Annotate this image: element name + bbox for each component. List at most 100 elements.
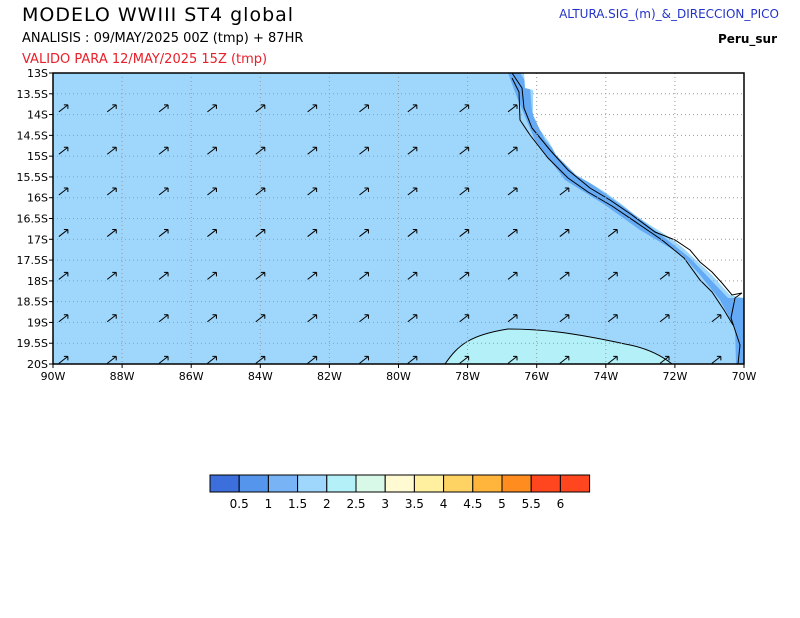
colorbar-swatch (297, 474, 328, 493)
direction-arrow-head (212, 229, 217, 234)
direction-arrow (507, 104, 518, 113)
direction-arrow (106, 146, 117, 155)
direction-arrow-head (164, 314, 169, 319)
y-tick-label: 14.5S (17, 129, 48, 142)
colorbar-swatch (501, 474, 532, 493)
direction-arrow (359, 355, 369, 364)
direction-arrow-head (312, 187, 318, 192)
x-tick-label: 76W (524, 370, 549, 383)
direction-arrow (106, 355, 117, 364)
direction-arrow (559, 229, 570, 237)
direction-arrow (58, 271, 69, 280)
colorbar-label: 1 (264, 497, 273, 511)
colorbar-label: 4.5 (463, 497, 483, 511)
direction-arrow (58, 355, 69, 364)
direction-arrow-head (364, 271, 369, 277)
direction-arrow-head (513, 146, 518, 152)
direction-arrow (207, 229, 217, 237)
direction-arrow-head (564, 314, 570, 319)
direction-arrow (307, 104, 317, 113)
direction-arrow-head (164, 355, 169, 361)
direction-arrow (307, 187, 317, 196)
direction-arrow-head (112, 187, 117, 192)
colorbar-swatch (559, 474, 591, 493)
direction-arrow (207, 187, 217, 196)
direction-arrow (607, 314, 618, 323)
direction-arrow-head (260, 146, 266, 152)
y-tick-label: 14S (27, 109, 48, 122)
direction-arrow (359, 146, 369, 155)
direction-arrow (659, 355, 670, 364)
direction-arrow-head (312, 355, 318, 361)
direction-arrow (158, 104, 169, 113)
y-tick-label: 13S (27, 67, 48, 80)
direction-arrow-head (613, 271, 618, 277)
direction-arrow (559, 314, 570, 323)
direction-arrow-head (364, 314, 369, 319)
direction-arrow-head (412, 355, 418, 361)
direction-arrow (255, 104, 266, 113)
colorbar-label: 3.5 (404, 497, 424, 511)
direction-arrow-head (63, 229, 69, 234)
direction-arrow-head (513, 187, 518, 192)
direction-arrow-head (260, 355, 266, 361)
direction-arrow (106, 314, 117, 323)
direction-arrow (507, 229, 518, 237)
colorbar (209, 474, 591, 493)
direction-arrow (106, 229, 117, 237)
y-tick-label: 18S (27, 275, 48, 288)
y-tick-label: 17.5S (17, 254, 48, 267)
direction-arrow-head (312, 314, 318, 319)
direction-arrow (58, 229, 69, 237)
colorbar-label: 2 (322, 497, 331, 511)
direction-arrow-head (412, 314, 418, 319)
direction-arrow-head (716, 355, 722, 361)
direction-arrow (507, 314, 518, 323)
direction-arrow-head (312, 271, 318, 277)
direction-arrow-head (312, 104, 318, 109)
direction-arrow-head (613, 229, 618, 234)
direction-arrow-head (412, 229, 418, 234)
direction-arrow (507, 187, 518, 196)
direction-arrow (711, 355, 722, 364)
colorbar-swatch (384, 474, 415, 493)
direction-arrow (255, 271, 266, 280)
y-tick-label: 20S (27, 358, 48, 371)
colorbar-swatch (443, 474, 474, 493)
direction-arrow-head (464, 271, 470, 277)
y-tick-label: 19.5S (17, 337, 48, 350)
direction-arrow (507, 271, 518, 280)
colorbar-swatch (267, 474, 299, 493)
map-title: MODELO WWIII ST4 global (22, 4, 295, 26)
direction-arrow-head (665, 314, 670, 319)
direction-arrow-head (212, 187, 217, 192)
direction-arrow (559, 187, 570, 196)
direction-arrow-head (63, 146, 69, 152)
direction-arrow (158, 271, 169, 280)
y-tick-label: 19S (27, 316, 48, 329)
colorbar-swatch (238, 474, 269, 493)
direction-arrow (407, 355, 418, 364)
direction-arrow-head (63, 355, 69, 361)
colorbar-label: 5 (498, 497, 506, 511)
direction-arrow-head (364, 229, 369, 234)
direction-arrow (158, 355, 169, 364)
direction-arrow (407, 271, 418, 280)
direction-arrow (459, 314, 469, 323)
direction-arrow (307, 146, 317, 155)
direction-arrow (307, 355, 317, 364)
land-area (524, 73, 744, 298)
direction-arrow-head (564, 355, 570, 361)
direction-arrow-head (164, 229, 169, 234)
direction-arrow (255, 355, 266, 364)
direction-arrow-head (212, 146, 217, 152)
direction-arrow-head (112, 271, 117, 277)
direction-arrow-head (665, 355, 670, 361)
x-tick-label: 84W (248, 370, 273, 383)
colorbar-swatch (472, 474, 503, 493)
region-label: Peru_sur (718, 32, 777, 46)
direction-arrow-head (312, 229, 318, 234)
direction-arrow (559, 355, 570, 364)
colorbar-label: 1.5 (288, 497, 308, 511)
direction-arrow-head (564, 187, 570, 192)
